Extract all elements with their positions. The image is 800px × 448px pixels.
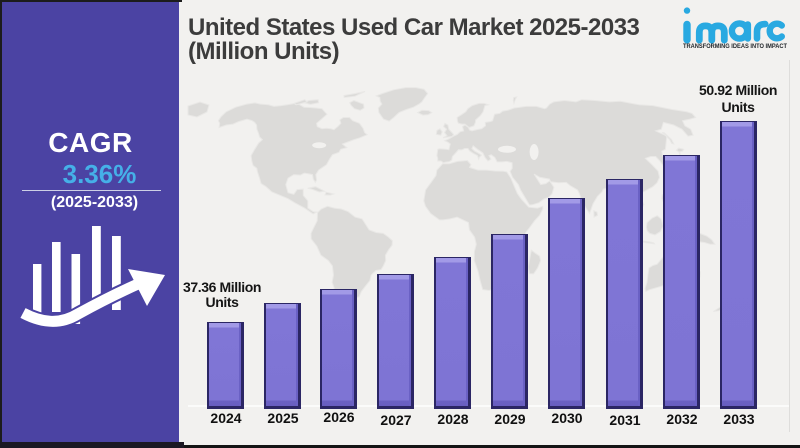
- svg-text:TRANSFORMING IDEAS INTO IMPACT: TRANSFORMING IDEAS INTO IMPACT: [683, 43, 787, 50]
